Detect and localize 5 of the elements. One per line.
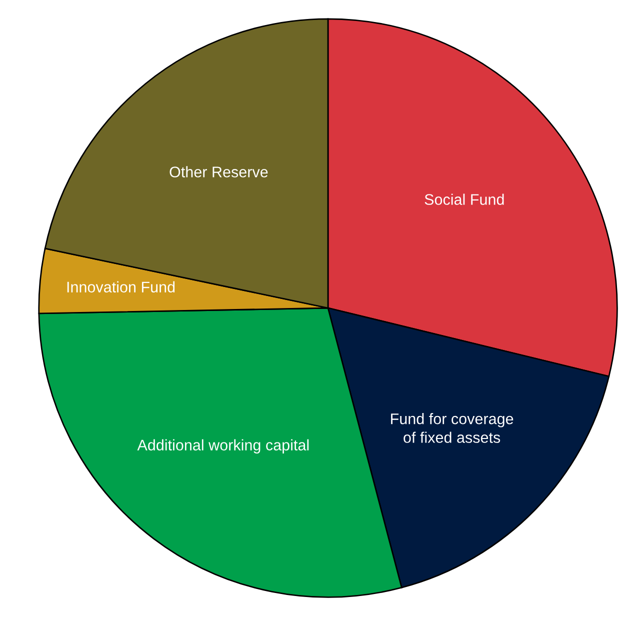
slice-label: Fund for coverage of fixed assets	[391, 413, 514, 443]
slice-label: Social Fund	[424, 194, 504, 205]
slice-label: Other Reserve	[170, 166, 268, 178]
slice-label: Innovation Fund	[67, 281, 175, 293]
slice-label: Additional working capital	[137, 439, 309, 454]
